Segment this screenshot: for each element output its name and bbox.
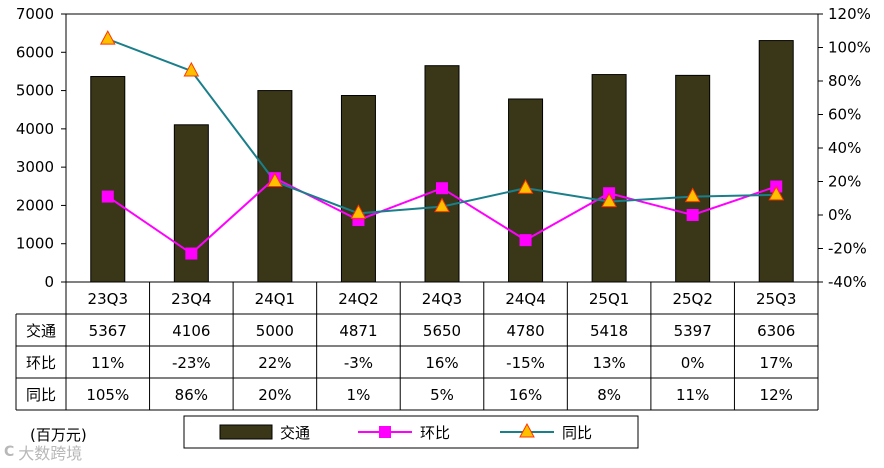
right-axis-tick-label: 80% — [828, 72, 861, 90]
right-axis-tick-label: 60% — [828, 106, 861, 124]
table-row-header: 交通 — [26, 322, 56, 340]
left-axis-tick-label: 1000 — [16, 235, 54, 253]
table-row-header: 环比 — [26, 354, 56, 372]
bar — [758, 40, 794, 283]
category-label: 24Q4 — [505, 290, 545, 308]
legend-square-marker — [379, 426, 391, 438]
point-triangle-marker — [768, 185, 785, 201]
table-cell-value: 16% — [425, 354, 458, 372]
bar — [340, 95, 376, 283]
category-label: 24Q2 — [338, 290, 378, 308]
legend-label: 同比 — [562, 424, 592, 442]
right-axis-tick-label: -20% — [828, 240, 867, 258]
point-square-marker — [519, 234, 532, 247]
axes: 0 1000 2000 3000 4000 5000 6000 7000 -40% -20% 0% 2… — [16, 5, 871, 291]
table-cell-value: 11% — [91, 354, 124, 372]
table-cell-value: -23% — [172, 354, 211, 372]
legend-triangle-marker — [519, 422, 535, 438]
legend-label: 交通 — [280, 424, 310, 442]
bar — [424, 65, 460, 283]
left-axis-tick-label: 4000 — [16, 120, 54, 138]
point-triangle-marker — [99, 30, 116, 45]
table-cell-value: 0% — [681, 354, 705, 372]
point-triangle-marker — [183, 61, 200, 77]
bar — [90, 76, 126, 283]
table-row-header: 同比 — [26, 386, 56, 404]
unit-label: (百万元) — [30, 426, 87, 444]
table-cell-value: 5000 — [256, 322, 294, 340]
watermark-text: 大数跨境 — [18, 444, 83, 463]
left-axis-tick-label: 6000 — [16, 43, 54, 61]
left-axis-tick-label: 7000 — [16, 5, 54, 23]
legend-bar-swatch — [219, 424, 273, 440]
line-series — [99, 30, 785, 260]
table-cell-value: 105% — [86, 386, 129, 404]
watermark: C 大数跨境 — [4, 440, 82, 464]
point-triangle-marker — [434, 197, 450, 213]
table-cell-value: 8% — [597, 386, 621, 404]
bar — [591, 74, 627, 283]
category-label: 23Q3 — [88, 290, 128, 308]
category-label: 24Q1 — [255, 290, 295, 308]
point-triangle-marker — [350, 204, 367, 219]
table-cell-value: 4871 — [339, 322, 377, 340]
bar — [675, 74, 711, 283]
table-cell-value: -3% — [344, 354, 373, 372]
data-table: 23Q3 23Q4 24Q1 24Q2 24Q3 24Q4 25Q1 25Q2 25Q3 交通环比… — [15, 282, 819, 411]
table-cell-value: 13% — [592, 354, 625, 372]
left-axis-tick-label: 5000 — [16, 82, 54, 100]
table-cell-value: 20% — [258, 386, 291, 404]
table-cell-value: 5% — [430, 386, 454, 404]
table-cell-value: 22% — [258, 354, 291, 372]
table-cell-value: 4106 — [172, 322, 210, 340]
table-cell-value: 17% — [760, 354, 793, 372]
legend-label: 环比 — [420, 424, 450, 442]
table-cell-value: 6306 — [757, 322, 795, 340]
table-cell-value: 12% — [760, 386, 793, 404]
left-axis-tick-label: 3000 — [16, 158, 54, 176]
left-axis-tick-label: 0 — [44, 273, 54, 291]
point-triangle-marker — [267, 172, 283, 187]
point-square-marker — [101, 190, 114, 203]
table-cell-value: -15% — [506, 354, 545, 372]
right-axis-tick-label: 20% — [828, 173, 861, 191]
category-label: 24Q3 — [422, 290, 462, 308]
table-cell-value: 5397 — [674, 322, 712, 340]
right-axis-tick-label: 40% — [828, 139, 861, 157]
right-axis-tick-label: 100% — [828, 39, 871, 57]
point-triangle-marker — [684, 187, 701, 203]
right-axis-tick-label: 0% — [828, 206, 852, 224]
table-cell-value: 86% — [175, 386, 208, 404]
point-triangle-marker — [517, 179, 534, 194]
bar-series — [90, 40, 794, 283]
watermark-logo-icon: C — [4, 444, 15, 460]
right-axis-tick-label: 120% — [828, 5, 871, 23]
table-cell-value: 5418 — [590, 322, 628, 340]
right-axis-tick-label: -40% — [828, 273, 867, 291]
point-square-marker — [436, 182, 448, 195]
point-square-marker — [686, 209, 699, 221]
point-triangle-marker — [601, 192, 617, 208]
category-label: 25Q1 — [589, 290, 629, 308]
category-label: 25Q3 — [756, 290, 796, 308]
legend: 交通 环比 同比 — [183, 415, 639, 449]
table-cell-value: 1% — [347, 386, 371, 404]
table-cell-value: 5650 — [423, 322, 461, 340]
category-label: 25Q2 — [672, 290, 712, 308]
left-axis-tick-label: 2000 — [16, 196, 54, 214]
table-cell-value: 11% — [676, 386, 709, 404]
category-label: 23Q4 — [171, 290, 211, 308]
table-cell-value: 16% — [509, 386, 542, 404]
table-cell-value: 5367 — [89, 322, 127, 340]
table-cell-value: 4780 — [506, 322, 544, 340]
point-square-marker — [185, 247, 198, 260]
